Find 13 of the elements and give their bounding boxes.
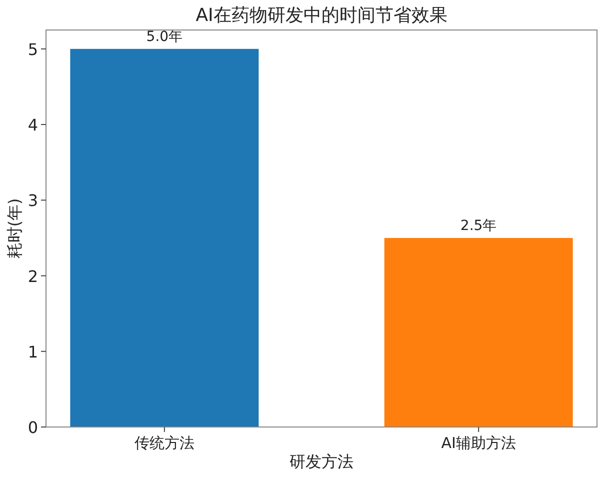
y-tick-label: 4 <box>28 116 38 135</box>
chart-title: AI在药物研发中的时间节省效果 <box>196 5 448 26</box>
x-tick-label: AI辅助方法 <box>441 434 516 452</box>
y-tick-label: 1 <box>28 342 38 362</box>
y-tick-label: 2 <box>28 266 38 286</box>
y-axis-title: 耗时(年) <box>5 198 24 259</box>
x-axis-title: 研发方法 <box>290 452 354 471</box>
y-tick-label: 0 <box>28 418 38 437</box>
y-tick-label: 5 <box>28 40 38 59</box>
x-tick-label: 传统方法 <box>134 434 194 452</box>
data-label: 5.0年 <box>146 28 183 45</box>
data-label: 2.5年 <box>460 218 497 234</box>
y-tick-label: 3 <box>28 191 38 210</box>
